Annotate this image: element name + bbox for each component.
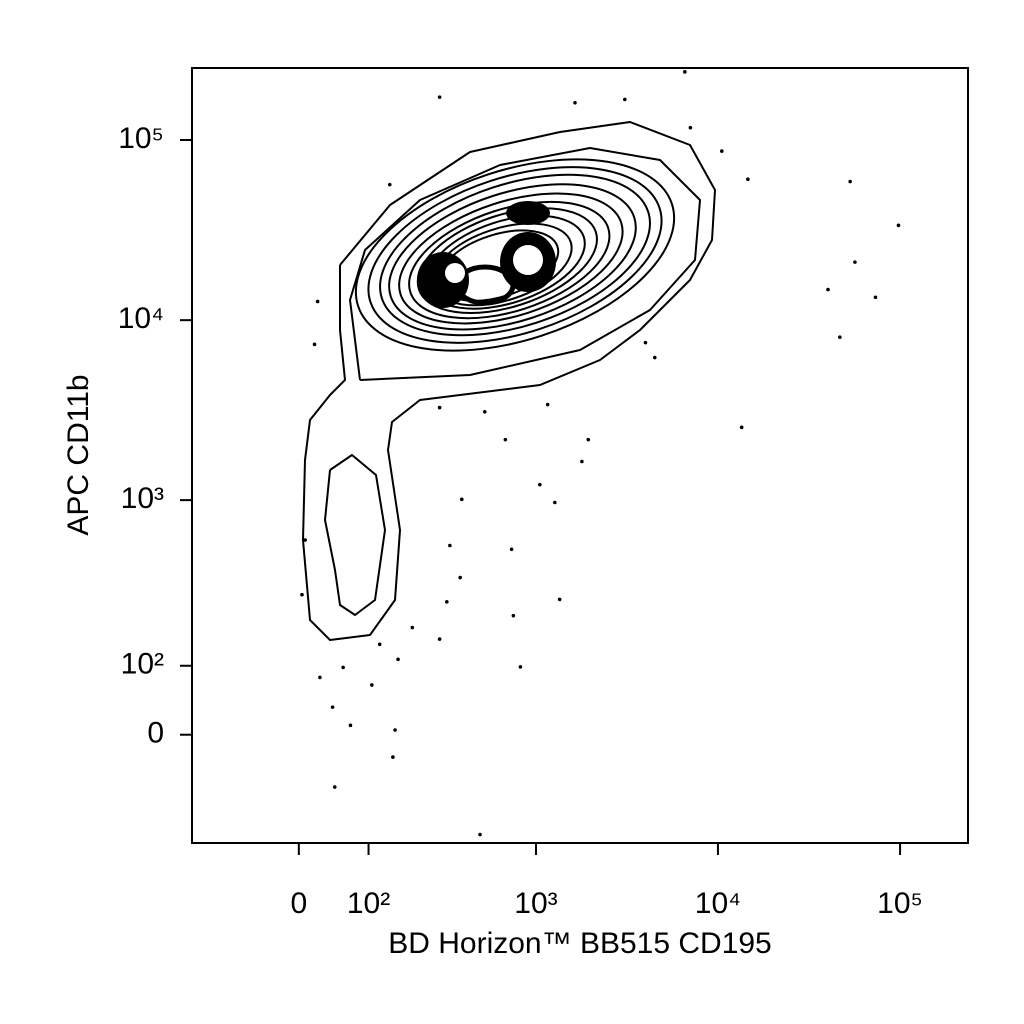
density-peak (506, 201, 550, 225)
data-point (826, 287, 830, 292)
density-hole (445, 263, 465, 283)
data-point (573, 100, 577, 105)
data-point (303, 538, 307, 542)
data-point (445, 600, 449, 604)
data-point (652, 355, 657, 360)
data-point (719, 149, 724, 153)
x-tick-label: 10⁵ (877, 887, 923, 920)
x-tick-label: 0 (290, 887, 307, 920)
data-point (553, 500, 557, 505)
density-peak (454, 264, 516, 306)
data-point (437, 405, 442, 410)
data-point (580, 459, 584, 464)
data-point (315, 299, 320, 304)
contour (388, 183, 637, 331)
plot-frame (191, 67, 969, 844)
data-point (332, 785, 337, 789)
data-point (896, 223, 901, 228)
data-point (312, 342, 317, 347)
y-tick-label: 10³ (121, 482, 164, 515)
contour (302, 121, 716, 641)
data-point (518, 665, 523, 669)
data-point (848, 179, 852, 184)
data-point (396, 657, 400, 662)
density-hole (513, 245, 543, 275)
x-tick-label: 10³ (514, 887, 557, 920)
data-point (448, 543, 452, 548)
y-tick-label: 0 (147, 717, 164, 750)
data-point (511, 613, 516, 618)
x-axis-title: BD Horizon™ BB515 CD195 (388, 927, 772, 960)
data-point (643, 340, 648, 345)
data-point (410, 625, 415, 630)
data-point (482, 409, 487, 414)
data-point (458, 575, 462, 580)
data-point (503, 437, 508, 442)
data-point (873, 295, 878, 300)
data-point (688, 125, 693, 130)
data-point (377, 642, 382, 647)
contour (324, 454, 386, 616)
data-point (478, 832, 482, 837)
data-point (437, 95, 442, 99)
data-point (557, 597, 562, 602)
y-tick-label: 10² (121, 648, 164, 681)
data-point (330, 705, 335, 709)
y-tick-label: 10⁴ (118, 302, 164, 335)
contours (302, 121, 716, 641)
contour (379, 173, 651, 337)
x-tick-label: 10⁴ (695, 887, 741, 920)
data-point (300, 592, 304, 597)
data-point (739, 425, 744, 430)
data-point (391, 755, 395, 759)
data-point (509, 547, 514, 552)
data-point (318, 675, 322, 680)
data-point (348, 723, 353, 728)
data-point (393, 728, 397, 732)
contour (408, 200, 611, 320)
contour (354, 158, 676, 352)
data-point (746, 177, 750, 181)
x-tick-label: 10² (347, 887, 390, 920)
y-axis-title: APC CD11b (62, 374, 95, 535)
contour (367, 166, 663, 344)
data-point (341, 665, 345, 670)
contour (398, 192, 624, 325)
data-point (437, 637, 442, 641)
data-point (387, 182, 392, 187)
data-point (838, 335, 842, 340)
contour (349, 147, 701, 381)
data-point (370, 683, 374, 687)
data-point (623, 97, 627, 102)
data-point (459, 497, 464, 502)
data-point (586, 437, 591, 442)
data-point (545, 402, 550, 407)
y-tick-label: 10⁵ (118, 122, 164, 155)
data-point (683, 70, 687, 74)
data-point (538, 482, 542, 487)
data-point (853, 260, 857, 264)
